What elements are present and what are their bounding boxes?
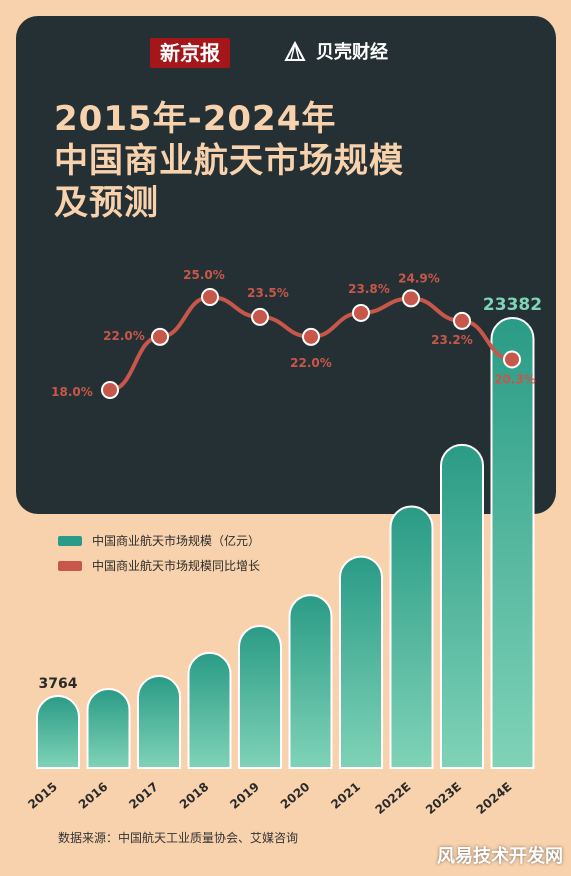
source-note: 数据来源：中国航天工业质量协会、艾媒咨询 (58, 831, 299, 845)
growth-label-2019: 23.5% (247, 286, 289, 300)
bar-2018 (187, 651, 232, 769)
legend-item-bars: 中国商业航天市场规模（亿元） (58, 532, 260, 549)
x-tick-2016: 2016 (76, 780, 111, 812)
legend: 中国商业航天市场规模（亿元） 中国商业航天市场规模同比增长 (58, 532, 260, 582)
growth-point-2024E (503, 350, 521, 369)
page-title: 2015年-2024年 中国商业航天市场规模 及预测 (54, 98, 404, 224)
x-tick-2018: 2018 (177, 780, 212, 812)
dark-header-card (16, 16, 556, 514)
growth-label-2017: 22.0% (103, 329, 145, 343)
x-tick-2022E: 2022E (373, 780, 414, 817)
title-line-1: 2015年-2024年 (54, 99, 337, 139)
legend-label-bars: 中国商业航天市场规模（亿元） (92, 534, 261, 548)
growth-point-2017 (151, 327, 169, 346)
growth-point-2016 (101, 381, 119, 399)
title-line-3: 及预测 (54, 183, 159, 223)
partner-logo: 贝壳财经 (282, 38, 388, 68)
growth-label-2024E: 20.3% (494, 372, 536, 386)
growth-point-2019 (251, 307, 269, 326)
x-tick-2024E: 2024E (474, 780, 515, 817)
bar-2020 (288, 594, 333, 769)
shell-icon (284, 40, 306, 61)
growth-point-2023E (453, 311, 471, 330)
growth-point-2020 (302, 327, 320, 346)
legend-label-line: 中国商业航天市场规模同比增长 (92, 559, 261, 573)
growth-label-2018: 25.0% (183, 268, 225, 282)
growth-label-2023E: 23.2% (431, 333, 473, 347)
newspaper-logo: 新京报 (150, 38, 230, 68)
legend-item-line: 中国商业航天市场规模同比增长 (58, 557, 260, 574)
bar-2016 (86, 687, 131, 769)
bar-2023E (440, 443, 484, 769)
x-tick-2019: 2019 (227, 780, 262, 812)
growth-label-2022E: 24.9% (398, 271, 440, 285)
bar-2015 (36, 695, 80, 769)
growth-label-2021: 23.8% (348, 282, 390, 296)
bar-label-2024E: 23382 (483, 295, 542, 315)
title-line-2: 中国商业航天市场规模 (54, 141, 404, 181)
partner-name: 贝壳财经 (316, 42, 388, 63)
bar-label-2015: 3764 (39, 676, 78, 692)
growth-point-2022E (402, 289, 420, 308)
growth-point-2018 (201, 288, 219, 306)
bar-2021 (339, 555, 383, 769)
growth-label-2020: 22.0% (290, 356, 332, 370)
x-tick-2015: 2015 (25, 780, 60, 812)
growth-label-2016: 18.0% (51, 385, 93, 399)
legend-swatch-line (58, 560, 82, 571)
bar-2024E (490, 317, 535, 769)
bar-2019 (238, 624, 282, 769)
bar-2017 (137, 675, 181, 769)
legend-swatch-bars (58, 535, 82, 546)
growth-point-2021 (352, 303, 370, 322)
x-tick-2021: 2021 (328, 780, 363, 812)
watermark: 风易技术开发网 (437, 846, 563, 867)
x-tick-2017: 2017 (126, 780, 161, 812)
x-tick-2020: 2020 (278, 780, 313, 812)
x-tick-2023E: 2023E (423, 780, 464, 817)
bar-2022E (389, 505, 434, 769)
